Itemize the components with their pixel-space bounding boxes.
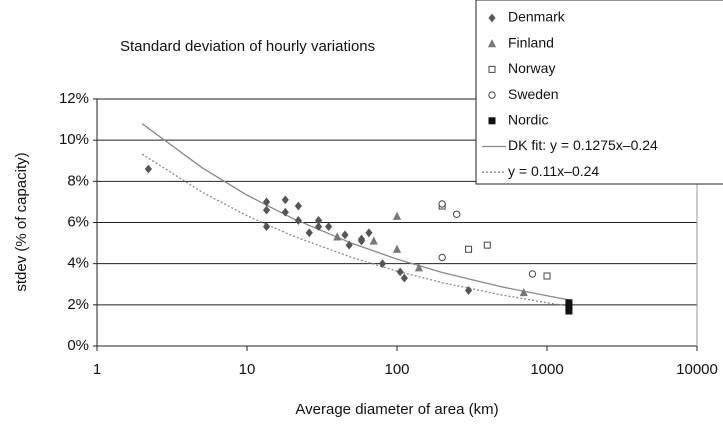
point	[543, 272, 551, 280]
point	[464, 286, 473, 295]
legend: Denmark Finland Norway Sweden Nordic DK fit: …	[475, 0, 723, 185]
point	[400, 273, 408, 283]
point	[294, 201, 302, 211]
x-tick-label: 100	[384, 361, 409, 378]
point	[262, 197, 271, 207]
y-tick-label: 12%	[59, 90, 89, 107]
x-tick-label: 1000	[530, 361, 563, 378]
point	[369, 236, 378, 245]
y-tick-label: 8%	[67, 172, 89, 189]
x-axis-label: Average diameter of area (km)	[295, 401, 498, 418]
point	[392, 211, 402, 220]
point	[528, 270, 537, 278]
point	[565, 303, 573, 311]
point	[262, 205, 271, 215]
point	[452, 210, 461, 218]
y-axis-label: stdev (% of capacity)	[13, 152, 30, 291]
point	[333, 232, 342, 241]
y-tick-label: 6%	[67, 213, 89, 230]
legend-swatch	[488, 13, 496, 23]
legend-label: Norway	[508, 60, 555, 76]
y-tick-label: 10%	[59, 131, 89, 148]
point	[325, 222, 333, 232]
x-tick-label: 10	[239, 361, 256, 378]
legend-label: Nordic	[508, 112, 548, 128]
y-tick-label: 2%	[67, 296, 89, 313]
point	[144, 164, 152, 174]
point	[565, 307, 573, 315]
point	[345, 240, 353, 250]
legend-swatch	[488, 117, 496, 125]
x-tick-label: 1	[93, 361, 101, 378]
point	[483, 241, 491, 249]
legend-swatch	[487, 39, 497, 48]
point	[438, 253, 446, 262]
legend-box	[475, 0, 723, 185]
legend-swatch	[488, 65, 496, 73]
point	[305, 228, 313, 238]
point	[262, 222, 271, 232]
chart-title: Standard deviation of hourly variations	[120, 38, 375, 55]
y-tick-label: 4%	[67, 255, 89, 272]
point	[565, 299, 573, 307]
legend-label: Denmark	[508, 9, 566, 25]
point	[357, 236, 366, 246]
point	[281, 207, 289, 217]
point	[314, 216, 323, 225]
point	[396, 267, 404, 277]
point	[281, 195, 289, 205]
point	[314, 222, 323, 232]
legend-label: Sweden	[508, 86, 559, 102]
point	[414, 263, 424, 272]
x-tick-label: 10000	[676, 361, 718, 378]
point	[341, 230, 349, 240]
point	[438, 200, 446, 208]
y-tick-label: 0%	[67, 337, 89, 354]
legend-label: Finland	[508, 34, 554, 50]
point	[294, 216, 302, 225]
point	[378, 259, 387, 269]
point	[519, 287, 528, 297]
legend-swatch	[488, 91, 496, 99]
point	[392, 244, 402, 253]
legend-label: y = 0.11x–0.24	[508, 163, 599, 179]
legend-label: DK fit: y = 0.1275x–0.24	[508, 137, 658, 153]
point	[465, 245, 473, 253]
point	[365, 228, 373, 238]
fit-line	[141, 153, 570, 307]
